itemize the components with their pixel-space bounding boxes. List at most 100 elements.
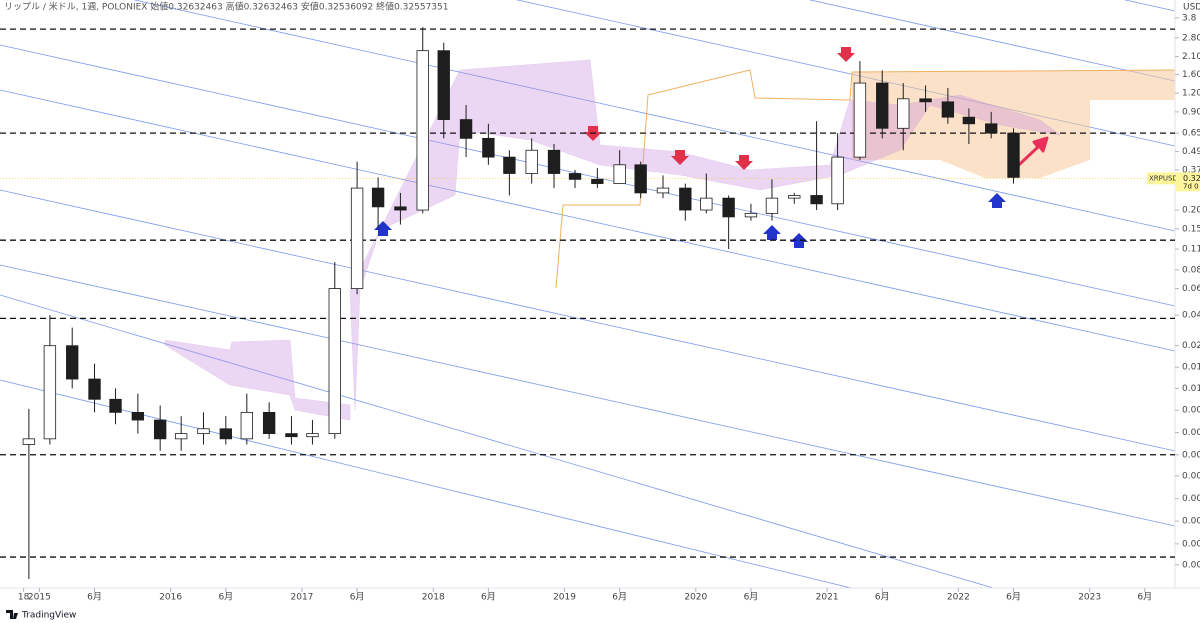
candle-body xyxy=(482,137,495,158)
candle-body xyxy=(306,433,319,438)
y-tick-label: 0.900 xyxy=(1182,107,1200,117)
y-tick-label: 3.8 xyxy=(1182,13,1197,23)
y-tick-label: 0.025 xyxy=(1182,341,1200,351)
y-tick-label: 2.100 xyxy=(1182,52,1200,62)
x-tick-label: 6月 xyxy=(350,592,365,603)
brand-logo xyxy=(6,610,18,619)
x-tick-label: 2022 xyxy=(947,593,970,603)
y-tick-label: 0.490 xyxy=(1182,147,1200,157)
candle-body xyxy=(962,116,976,125)
y-tick-label: 0.370 xyxy=(1182,165,1200,175)
y-tick-label: 0.0024 xyxy=(1182,494,1200,504)
candle-body xyxy=(1007,132,1020,178)
candle-body xyxy=(634,164,647,194)
symbol-header: リップル / 米ドル, 1週, POLONIEX 始値0.32632463 高値… xyxy=(4,1,448,13)
candle-body xyxy=(744,212,758,218)
candle-body xyxy=(613,164,626,184)
x-tick-label: 6月 xyxy=(481,592,496,603)
x-tick-label: 2017 xyxy=(291,593,314,603)
candle-body xyxy=(722,197,735,218)
future-cloud xyxy=(852,70,1175,178)
brand-name: TradingView xyxy=(21,611,76,621)
candle-body xyxy=(109,398,122,413)
candle-body xyxy=(591,178,604,184)
x-tick-label: 6月 xyxy=(875,592,890,603)
candle-body xyxy=(240,411,253,440)
last-price-bg xyxy=(1176,172,1200,192)
y-tick-label: 0.0047 xyxy=(1182,450,1200,460)
last-price-label: 0.325 xyxy=(1183,174,1200,183)
candle-body xyxy=(394,206,407,211)
candle-body xyxy=(197,428,210,435)
x-tick-label: 2020 xyxy=(684,593,707,603)
y-tick-label: 0.018 xyxy=(1182,363,1200,373)
plot-area xyxy=(0,27,1175,580)
candle-body xyxy=(679,187,692,211)
candle-body xyxy=(810,195,823,205)
candle-body xyxy=(219,428,232,440)
x-tick-label: 2021 xyxy=(816,593,839,603)
x-tick-label: 2023 xyxy=(1078,593,1101,603)
candle-body xyxy=(437,50,450,120)
y-tick-label: 1.600 xyxy=(1182,70,1200,80)
x-tick-label: 6月 xyxy=(1006,592,1021,603)
price-unit: USD xyxy=(1183,3,1200,13)
symbol-tag: XRPUSD xyxy=(1149,174,1178,182)
x-tick-label: 2015 xyxy=(28,593,51,603)
lagging-line xyxy=(555,69,1175,289)
symbol-tag-bg xyxy=(1147,172,1175,185)
candle-body xyxy=(131,411,145,421)
candle-body xyxy=(985,123,998,134)
y-tick-label: 0.650 xyxy=(1182,129,1200,139)
signal-arrows xyxy=(374,47,1049,248)
y-tick-label: 1.200 xyxy=(1182,89,1200,99)
y-tick-label: 0.040 xyxy=(1182,311,1200,321)
candle-body xyxy=(941,101,955,118)
y-tick-label: 0.080 xyxy=(1182,265,1200,275)
candle-body xyxy=(88,378,101,400)
y-tick-label: 0.013 xyxy=(1182,384,1200,394)
y-tick-label: 0.150 xyxy=(1182,224,1200,234)
candle-body xyxy=(853,82,867,158)
y-tick-label: 2.800 xyxy=(1182,33,1200,43)
candle-body xyxy=(174,433,188,440)
candle-body xyxy=(831,156,844,205)
candle-body xyxy=(371,187,385,208)
y-tick-label: 0.0034 xyxy=(1182,471,1200,481)
candle-body xyxy=(22,438,36,445)
candle-body xyxy=(897,98,910,129)
candle-body xyxy=(66,345,79,380)
y-tick-label: 0.060 xyxy=(1182,284,1200,294)
candle-body xyxy=(328,288,341,435)
countdown-label: 7d 0 xyxy=(1183,182,1199,190)
candle-body xyxy=(503,156,516,174)
y-tick-label: 0.0017 xyxy=(1182,517,1200,527)
candle-body xyxy=(700,197,713,211)
candle-body xyxy=(285,433,298,438)
candle-body xyxy=(459,119,473,139)
candle-body xyxy=(43,345,57,440)
y-tick-label: 0.0012 xyxy=(1182,539,1200,549)
x-tick-label: 6月 xyxy=(612,592,627,603)
candle-body xyxy=(656,187,670,194)
footer xyxy=(0,604,1200,623)
candle-body xyxy=(153,419,167,440)
x-tick-label: 2018 xyxy=(422,593,445,603)
y-tick-label: 0.0066 xyxy=(1182,428,1200,438)
x-tick-label: 18 xyxy=(18,593,30,603)
candle-body xyxy=(525,149,538,174)
candle-body xyxy=(350,187,364,289)
candle-body xyxy=(262,411,276,435)
candle-body xyxy=(568,173,582,180)
y-tick-label: 0.00087 xyxy=(1182,560,1200,570)
y-tick-label: 0.110 xyxy=(1182,245,1200,255)
x-tick-label: 6月 xyxy=(218,592,233,603)
candle-body xyxy=(919,98,932,103)
candle-body xyxy=(765,197,779,214)
x-tick-label: 2016 xyxy=(159,593,182,603)
candle-body xyxy=(876,82,889,129)
candle-body xyxy=(547,149,561,174)
x-tick-label: 6月 xyxy=(744,592,759,603)
candle-body xyxy=(788,195,801,199)
